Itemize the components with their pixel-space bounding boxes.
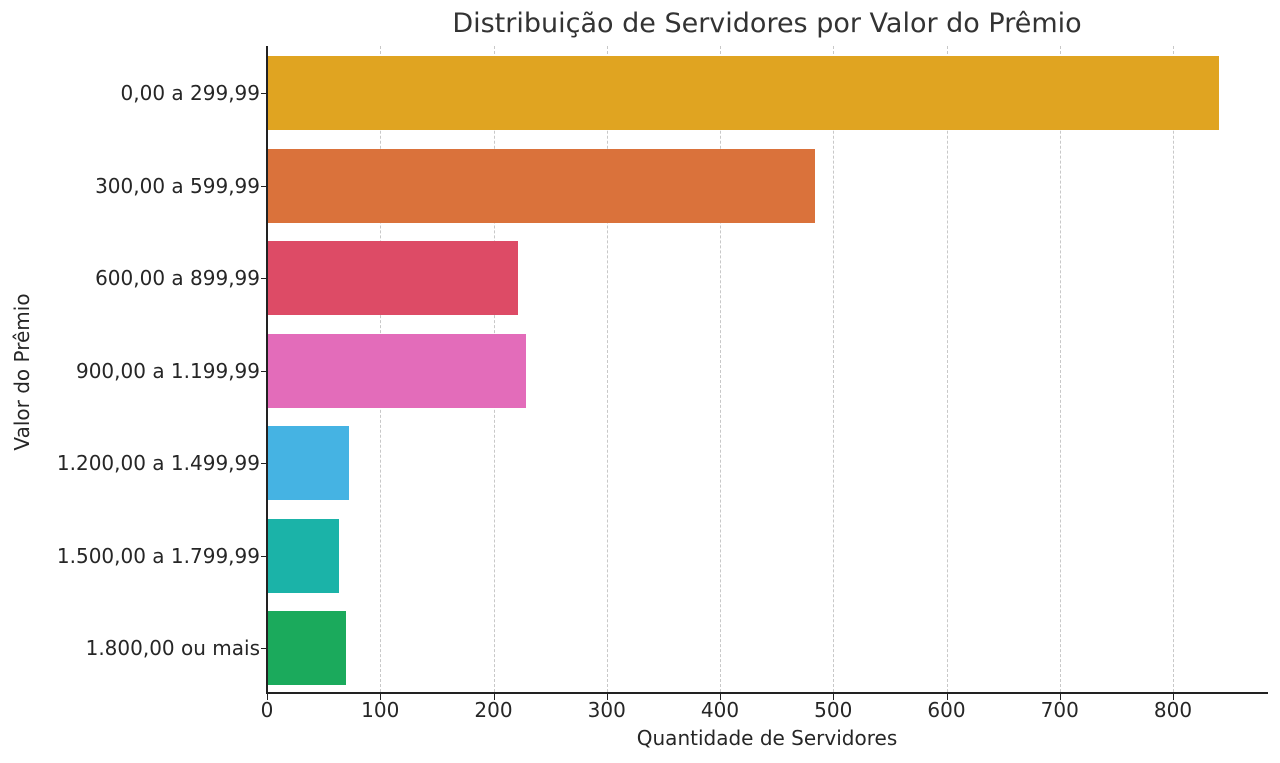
y-tick-label: 600,00 a 899,99 bbox=[95, 266, 260, 290]
y-tick-mark bbox=[261, 370, 267, 372]
gridline bbox=[946, 46, 948, 692]
bar bbox=[267, 333, 527, 408]
x-tick-mark bbox=[606, 694, 608, 700]
chart-title: Distribuição de Servidores por Valor do … bbox=[452, 8, 1082, 39]
x-tick-mark bbox=[720, 694, 721, 700]
x-tick-mark bbox=[267, 694, 268, 700]
x-tick-label: 800 bbox=[1153, 698, 1193, 722]
x-tick-mark bbox=[1059, 694, 1061, 700]
x-axis-line bbox=[266, 692, 1268, 694]
y-tick-label: 900,00 a 1.199,99 bbox=[75, 358, 260, 383]
x-tick-label: 100 bbox=[361, 698, 400, 722]
y-tick-mark bbox=[261, 185, 267, 187]
x-tick-label: 600 bbox=[927, 698, 966, 722]
y-axis-title: Valor do Prêmio bbox=[10, 293, 34, 451]
bar bbox=[267, 611, 347, 685]
x-tick-label: 400 bbox=[700, 698, 740, 722]
gridline bbox=[1173, 46, 1174, 692]
bar bbox=[267, 56, 1220, 130]
y-tick-label: 1.200,00 a 1.499,99 bbox=[56, 451, 260, 475]
y-tick-label: 0,00 a 299,99 bbox=[120, 81, 260, 105]
bar bbox=[267, 148, 816, 223]
x-tick-mark bbox=[380, 694, 382, 700]
x-axis-title: Quantidade de Servidores bbox=[636, 726, 898, 750]
bar bbox=[267, 518, 340, 593]
y-tick-label: 1.800,00 ou mais bbox=[85, 636, 260, 660]
y-tick-mark bbox=[261, 555, 267, 557]
bar bbox=[267, 426, 349, 500]
x-tick-mark bbox=[946, 694, 948, 700]
gridline bbox=[720, 46, 721, 692]
y-tick-mark bbox=[261, 278, 267, 279]
x-tick-label: 700 bbox=[1040, 698, 1079, 722]
x-tick-label: 300 bbox=[587, 698, 626, 722]
y-tick-mark bbox=[261, 463, 267, 464]
x-tick-mark bbox=[493, 694, 495, 700]
x-tick-label: 200 bbox=[474, 698, 513, 722]
x-tick-mark bbox=[833, 694, 835, 700]
gridline bbox=[1059, 46, 1061, 692]
x-tick-label: 0 bbox=[260, 698, 274, 722]
x-tick-label: 500 bbox=[814, 698, 853, 722]
y-tick-label: 1.500,00 a 1.799,99 bbox=[56, 543, 260, 568]
bar bbox=[267, 241, 519, 315]
gridline bbox=[833, 46, 835, 692]
x-tick-mark bbox=[1173, 694, 1174, 700]
gridline bbox=[606, 46, 608, 692]
y-tick-mark bbox=[261, 93, 267, 94]
y-axis-line bbox=[266, 46, 268, 694]
y-tick-mark bbox=[261, 648, 267, 649]
y-tick-label: 300,00 a 599,99 bbox=[95, 173, 260, 198]
